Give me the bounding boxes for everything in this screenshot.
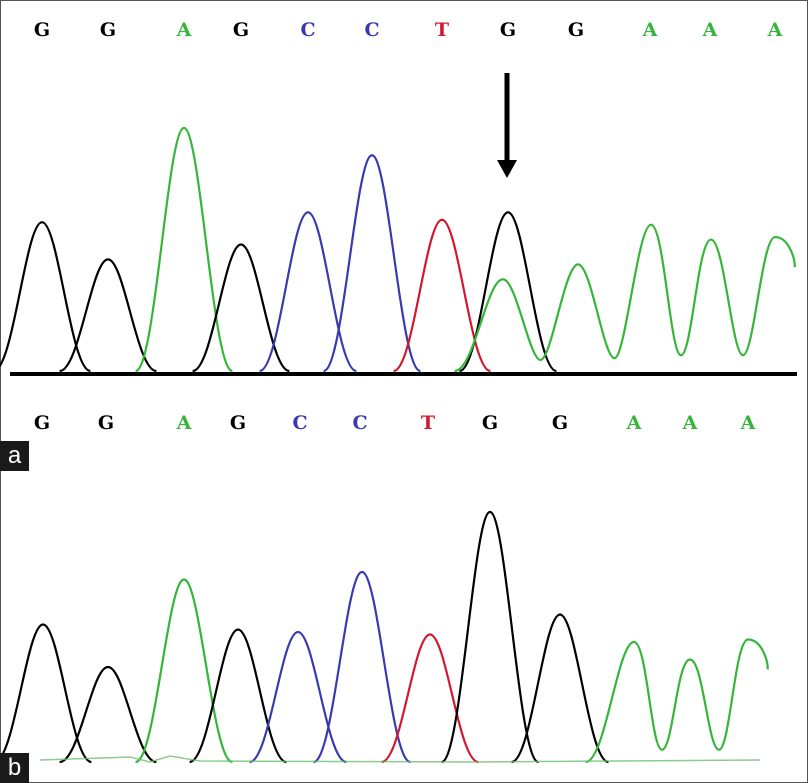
trace-peak-a-6 bbox=[393, 218, 491, 373]
base-call-a-10: A bbox=[702, 19, 718, 41]
base-call-a-2: A bbox=[176, 19, 192, 41]
base-call-a-8: G bbox=[568, 19, 584, 41]
base-call-a-9: A bbox=[642, 19, 658, 41]
trace-run-b bbox=[585, 638, 769, 764]
base-call-a-6: T bbox=[435, 19, 449, 41]
trace-peak-a-0 bbox=[0, 221, 91, 373]
panel-b-label: b bbox=[8, 754, 21, 781]
base-call-a-11: A bbox=[767, 19, 783, 41]
trace-peak-b-0 bbox=[0, 623, 92, 764]
trace-peak-b-1 bbox=[59, 665, 157, 764]
base-call-a-1: G bbox=[100, 19, 116, 41]
trace-peak-b-2 bbox=[135, 578, 233, 764]
base-call-b-3: G bbox=[230, 412, 246, 434]
traces-a bbox=[0, 126, 796, 373]
base-call-a-0: G bbox=[34, 19, 50, 41]
base-call-a-3: G bbox=[233, 19, 249, 41]
base-call-a-5: C bbox=[364, 19, 379, 41]
panel-b-label-box: b bbox=[0, 753, 29, 783]
trace-peak-a-1 bbox=[59, 258, 157, 373]
trace-peak-b-3 bbox=[189, 628, 287, 764]
base-call-b-8: G bbox=[552, 412, 568, 434]
panel-a-label: a bbox=[8, 442, 22, 469]
trace-peak-a-4 bbox=[259, 211, 357, 373]
base-call-b-5: C bbox=[352, 412, 367, 434]
base-call-b-7: G bbox=[482, 412, 498, 434]
base-call-b-11: A bbox=[740, 412, 756, 434]
base-call-a-7: G bbox=[500, 19, 516, 41]
trace-peak-b-6 bbox=[381, 633, 479, 764]
trace-peak-a-3 bbox=[192, 243, 290, 373]
base-call-b-2: A bbox=[176, 412, 192, 434]
traces-b bbox=[0, 510, 769, 764]
base-call-b-0: G bbox=[34, 412, 50, 434]
trace-peak-a-5 bbox=[323, 154, 421, 373]
panel-a-label-box: a bbox=[0, 441, 29, 471]
trace-run-a bbox=[454, 223, 796, 373]
base-call-a-4: C bbox=[300, 19, 315, 41]
base-call-b-9: A bbox=[626, 412, 642, 434]
mutation-arrow bbox=[497, 73, 517, 178]
trace-peak-b-5 bbox=[313, 570, 411, 764]
trace-peak-b-7 bbox=[441, 510, 539, 764]
base-call-b-1: G bbox=[98, 412, 114, 434]
base-call-b-6: T bbox=[421, 412, 435, 434]
base-call-b-10: A bbox=[682, 412, 698, 434]
trace-peak-b-8 bbox=[511, 613, 609, 764]
noise-trace-b bbox=[39, 755, 761, 763]
base-call-b-4: C bbox=[292, 412, 307, 434]
trace-peak-b-4 bbox=[249, 630, 347, 764]
